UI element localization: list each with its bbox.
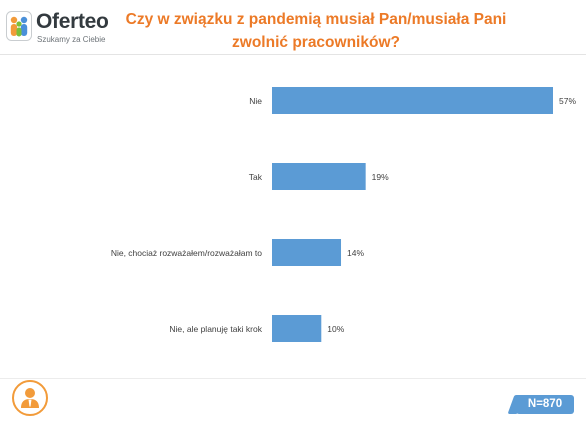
category-label: Nie, ale planuję taki krok <box>169 324 262 334</box>
bar <box>272 239 342 266</box>
footer-divider <box>0 378 586 379</box>
category-label: Nie <box>249 96 262 106</box>
bar <box>272 163 366 190</box>
brand-tagline: Szukamy za Ciebie <box>37 35 106 44</box>
brand-logo: Oferteo Szukamy za Ciebie <box>6 10 126 46</box>
value-label: 14% <box>347 248 364 258</box>
category-label: Tak <box>249 172 263 182</box>
bar <box>272 315 322 342</box>
chart-title: Czy w związku z pandemią musiał Pan/musi… <box>125 11 507 51</box>
oferteo-logo-icon <box>6 11 32 41</box>
value-label: 57% <box>559 96 576 106</box>
brand-name: Oferteo <box>36 10 109 33</box>
value-label: 10% <box>327 324 344 334</box>
person-avatar-icon <box>12 380 48 416</box>
value-label: 19% <box>372 172 389 182</box>
category-label: Nie, chociaż rozważałem/rozważałam to <box>111 248 262 258</box>
header-divider <box>0 54 586 55</box>
sample-size-badge: N=870 <box>516 395 574 414</box>
bar <box>272 87 553 114</box>
